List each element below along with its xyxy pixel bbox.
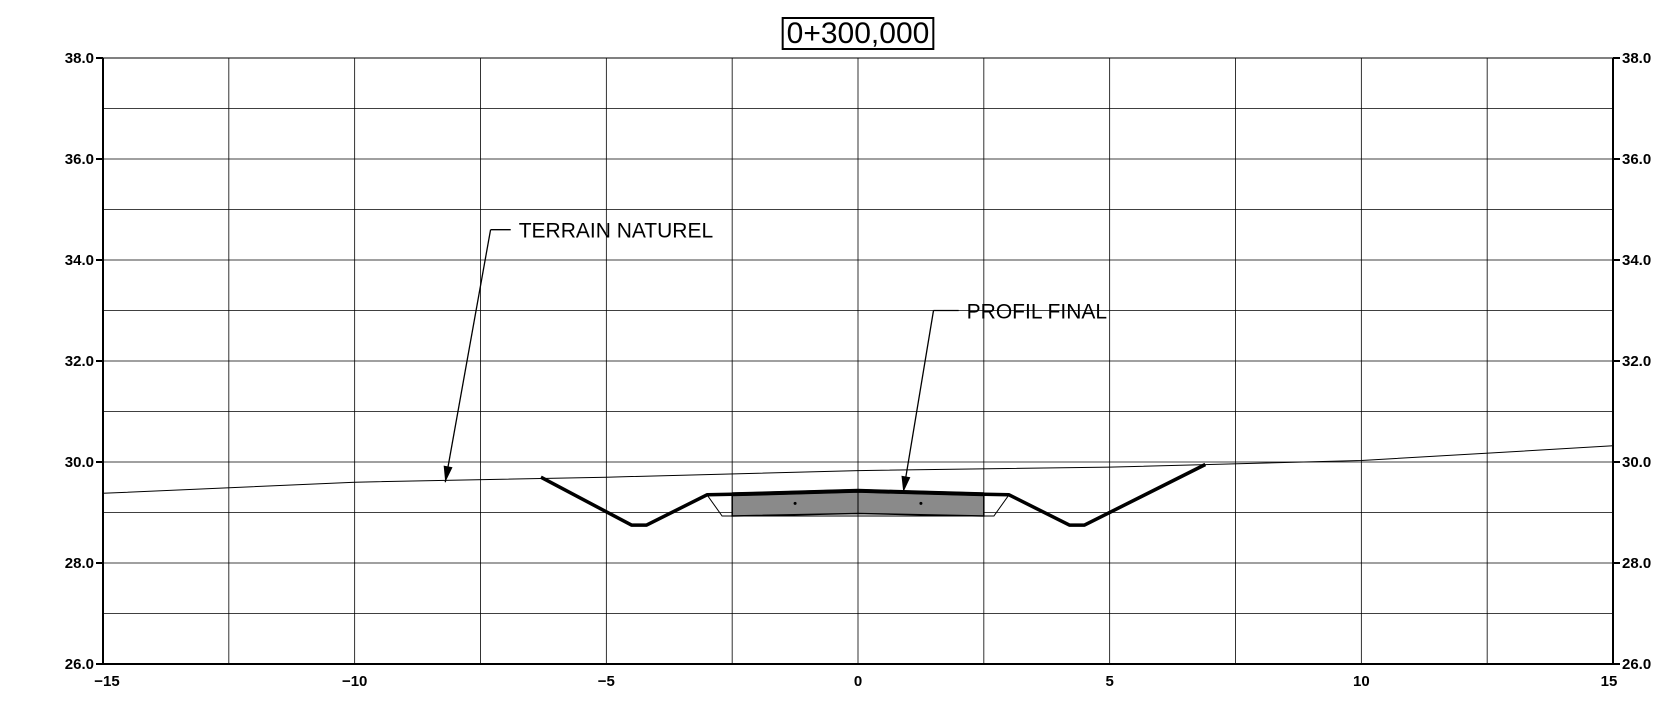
pavement-marker-dot (793, 501, 797, 505)
y-tick-label-left: 32.0 (65, 353, 94, 370)
y-axis-tick-labels: 26.0 26.0 28.0 28.0 30.0 30.0 32.0 32.0 34.0 34.0… (65, 50, 1651, 673)
annotations-layer: TERRAIN NATUREL PROFIL FINAL (443, 220, 1107, 493)
x-tick-label: 15 (1601, 673, 1618, 690)
annotation-arrowhead (901, 475, 911, 493)
pavement-marker-dot (919, 501, 923, 505)
y-tick-label-left: 34.0 (65, 252, 94, 269)
x-tick-label: −5 (598, 673, 615, 690)
y-tick-label-right: 38.0 (1622, 50, 1651, 67)
terrain-naturel-label: TERRAIN NATUREL (519, 220, 713, 243)
series-layer (102, 445, 1614, 527)
y-tick-label-left: 38.0 (65, 50, 94, 67)
y-tick-label-left: 36.0 (65, 151, 94, 168)
x-tick-label: −10 (342, 673, 367, 690)
annotation-leader-line (902, 310, 935, 493)
x-tick-label: 10 (1353, 673, 1370, 690)
x-tick-label: 5 (1105, 673, 1113, 690)
y-tick-label-left: 28.0 (65, 555, 94, 572)
y-tick-label-left: 30.0 (65, 454, 94, 471)
y-tick-label-left: 26.0 (65, 656, 94, 673)
grid (102, 57, 1614, 665)
y-tick-label-right: 26.0 (1622, 656, 1651, 673)
x-tick-label: 0 (854, 673, 862, 690)
y-tick-label-right: 32.0 (1622, 353, 1651, 370)
x-tick-label: −15 (94, 673, 119, 690)
title-frame (781, 17, 935, 50)
profil-final-line (540, 462, 1207, 527)
y-tick-label-right: 30.0 (1622, 454, 1651, 471)
profil-final-label: PROFIL FINAL (967, 301, 1107, 324)
x-axis-tick-labels: −15 −10 −5 0 5 10 15 (94, 673, 1617, 690)
annotation-arrowhead (443, 465, 453, 483)
y-tick-label-right: 28.0 (1622, 555, 1651, 572)
title-box: 0+300,000 (781, 17, 935, 50)
terrain-naturel-line (102, 445, 1614, 494)
y-tick-label-right: 36.0 (1622, 151, 1651, 168)
sub-layer-outline (706, 494, 1010, 517)
y-tick-label-right: 34.0 (1622, 252, 1651, 269)
chart-title: 0+300,000 (787, 17, 930, 50)
plot-frame (96, 57, 1620, 665)
annotation-leader-line (444, 229, 492, 483)
